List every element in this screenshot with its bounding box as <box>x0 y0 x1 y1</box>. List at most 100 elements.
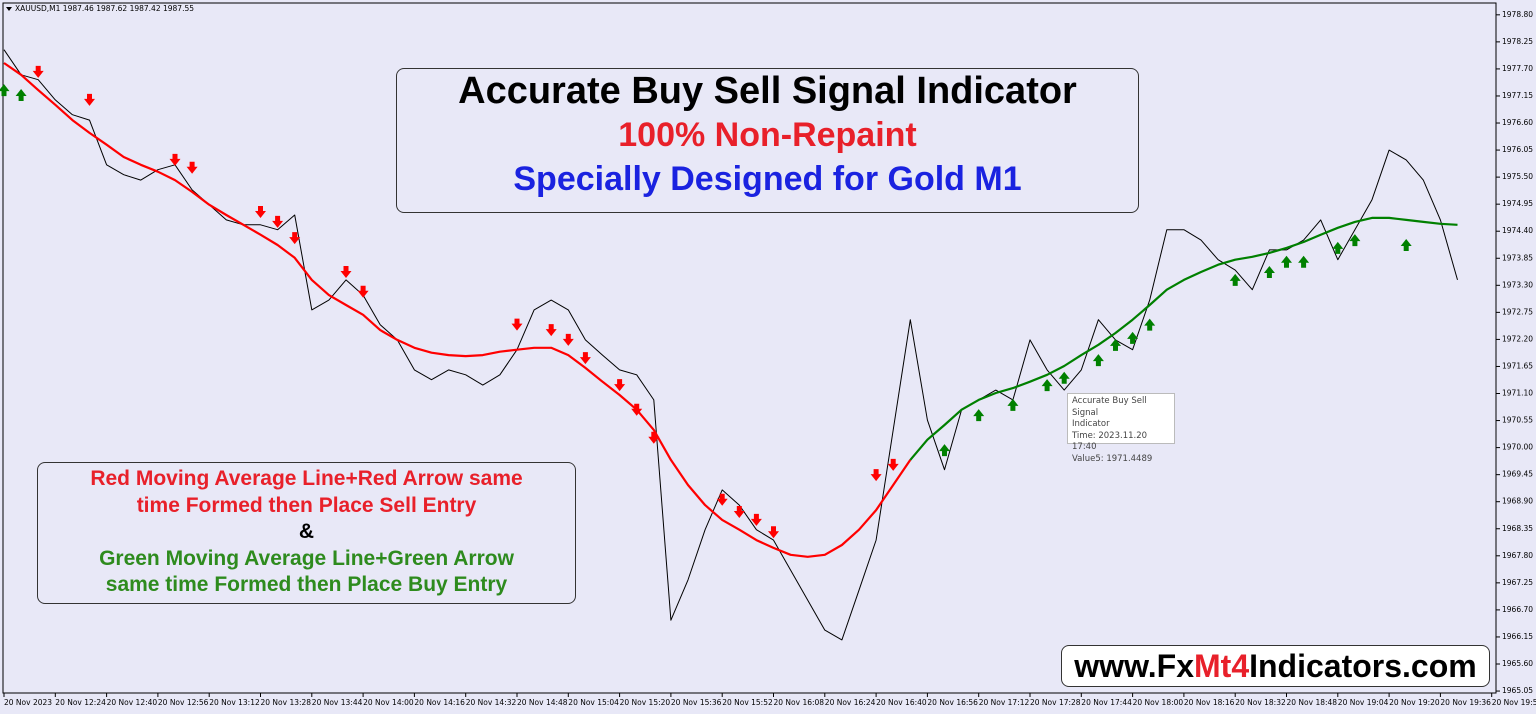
arrow-down <box>870 469 882 482</box>
x-tick-label: 20 Nov 15:36 <box>671 698 722 707</box>
arrow-up <box>939 444 950 457</box>
x-tick-label: 20 Nov 18:16 <box>1184 698 1235 707</box>
arrow-down <box>32 65 44 78</box>
arrow-up <box>1041 379 1053 392</box>
y-tick-label: 1972.75 <box>1502 307 1533 316</box>
y-tick-label: 1965.60 <box>1502 659 1533 668</box>
x-tick-label: 20 Nov 12:24 <box>55 698 106 707</box>
x-tick-label: 20 Nov 16:08 <box>774 698 825 707</box>
x-tick-label: 20 Nov 16:56 <box>927 698 978 707</box>
x-tick-label: 20 Nov 13:12 <box>209 698 260 707</box>
arrow-down <box>579 352 591 365</box>
arrow-down <box>84 93 95 106</box>
tooltip: Accurate Buy Sell Signal Indicator Time:… <box>1067 393 1175 464</box>
arrow-down <box>545 324 557 337</box>
y-tick-label: 1971.65 <box>1502 361 1533 370</box>
arrow-up <box>1144 318 1156 331</box>
x-tick-label: 20 Nov 16:24 <box>825 698 876 707</box>
arrow-down <box>716 493 728 506</box>
x-tick-label: 20 Nov 17:44 <box>1081 698 1132 707</box>
x-tick-label: 20 Nov 14:48 <box>517 698 568 707</box>
watermark-part: Indicators.com <box>1249 648 1477 684</box>
y-tick-label: 1972.20 <box>1502 334 1533 343</box>
note-line: same time Formed then Place Buy Entry <box>105 573 508 596</box>
arrow-down <box>272 215 284 228</box>
x-tick-label: 20 Nov 17:12 <box>979 698 1030 707</box>
arrow-up <box>0 84 10 97</box>
y-tick-label: 1976.60 <box>1502 118 1533 127</box>
note-line: Green Moving Average Line+Green Arrow <box>99 546 514 570</box>
arrow-down <box>186 161 198 174</box>
x-tick-label: 20 Nov 15:20 <box>620 698 671 707</box>
x-tick-label: 20 Nov 13:44 <box>312 698 363 707</box>
y-tick-label: 1974.95 <box>1502 199 1533 208</box>
moving-average <box>3 62 912 558</box>
note-line: Red Moving Average Line+Red Arrow same <box>90 467 523 490</box>
x-tick-label: 20 Nov 15:04 <box>568 698 619 707</box>
x-tick-label: 20 Nov 19:20 <box>1389 698 1440 707</box>
note-box: Red Moving Average Line+Red Arrow same t… <box>37 462 576 604</box>
watermark-part: www.Fx <box>1074 648 1194 684</box>
x-tick-label: 20 Nov 12:56 <box>158 698 209 707</box>
x-tick-label: 20 Nov 19:36 <box>1440 698 1491 707</box>
x-tick-label: 20 Nov 19:52 <box>1492 698 1536 707</box>
arrow-up <box>1332 241 1344 254</box>
arrow-up <box>1281 255 1292 268</box>
arrow-up <box>15 88 27 101</box>
subtitle: Specially Designed for Gold M1 <box>513 160 1022 198</box>
x-tick-label: 20 Nov 14:16 <box>414 698 465 707</box>
arrow-up <box>1110 338 1121 351</box>
title-box: Accurate Buy Sell Signal Indicator 100% … <box>396 68 1139 213</box>
x-tick-label: 20 Nov 19:04 <box>1338 698 1389 707</box>
x-tick-label: 20 Nov 17:28 <box>1030 698 1081 707</box>
y-tick-label: 1968.90 <box>1502 497 1533 506</box>
arrow-up <box>973 409 985 422</box>
x-tick-label: 20 Nov 18:48 <box>1287 698 1338 707</box>
chart-info: XAUUSD,M1 1987.46 1987.62 1987.42 1987.5… <box>15 4 194 13</box>
x-tick-label: 20 Nov 2023 <box>4 698 52 707</box>
y-tick-label: 1977.15 <box>1502 91 1533 100</box>
tooltip-line: Time: 2023.11.20 17:40 <box>1072 430 1148 453</box>
arrow-up <box>1092 354 1104 367</box>
y-tick-label: 1969.45 <box>1502 470 1533 479</box>
subtitle: 100% Non-Repaint <box>618 116 917 154</box>
x-tick-label: 20 Nov 18:00 <box>1133 698 1184 707</box>
y-tick-label: 1966.70 <box>1502 605 1533 614</box>
y-tick-label: 1967.25 <box>1502 578 1533 587</box>
x-tick-label: 20 Nov 14:32 <box>466 698 517 707</box>
arrow-up <box>1007 398 1019 411</box>
arrow-up <box>1229 273 1241 286</box>
arrow-up <box>1263 266 1275 279</box>
y-tick-label: 1970.55 <box>1502 416 1533 425</box>
y-tick-label: 1976.05 <box>1502 145 1533 154</box>
arrow-up <box>1058 371 1070 384</box>
arrow-down <box>750 513 762 526</box>
arrow-down <box>255 206 266 219</box>
y-tick-label: 1974.40 <box>1502 226 1533 235</box>
y-tick-label: 1968.35 <box>1502 524 1533 533</box>
x-tick-label: 20 Nov 12:40 <box>107 698 158 707</box>
note-line: time Formed then Place Sell Entry <box>136 493 477 517</box>
moving-average <box>909 216 1458 461</box>
arrow-down <box>169 153 181 166</box>
arrow-down <box>733 506 745 519</box>
arrow-down <box>887 458 899 471</box>
y-tick-label: 1965.05 <box>1502 686 1533 695</box>
note-line: & <box>298 520 315 543</box>
tooltip-line: Value5: 1971.4489 <box>1072 453 1153 464</box>
y-tick-label: 1967.80 <box>1502 551 1533 560</box>
y-tick-label: 1978.80 <box>1502 10 1533 19</box>
y-tick-label: 1966.15 <box>1502 632 1533 641</box>
title: Accurate Buy Sell Signal Indicator <box>458 70 1077 112</box>
arrow-down <box>340 266 352 279</box>
y-tick-label: 1975.50 <box>1502 172 1533 181</box>
x-tick-label: 20 Nov 13:28 <box>261 698 312 707</box>
y-tick-label: 1977.70 <box>1502 64 1533 73</box>
watermark: www.FxMt4Indicators.com <box>1061 645 1490 687</box>
arrow-up <box>1127 331 1139 344</box>
x-tick-label: 20 Nov 15:52 <box>722 698 773 707</box>
x-tick-label: 20 Nov 14:00 <box>363 698 414 707</box>
x-tick-label: 20 Nov 16:40 <box>876 698 927 707</box>
